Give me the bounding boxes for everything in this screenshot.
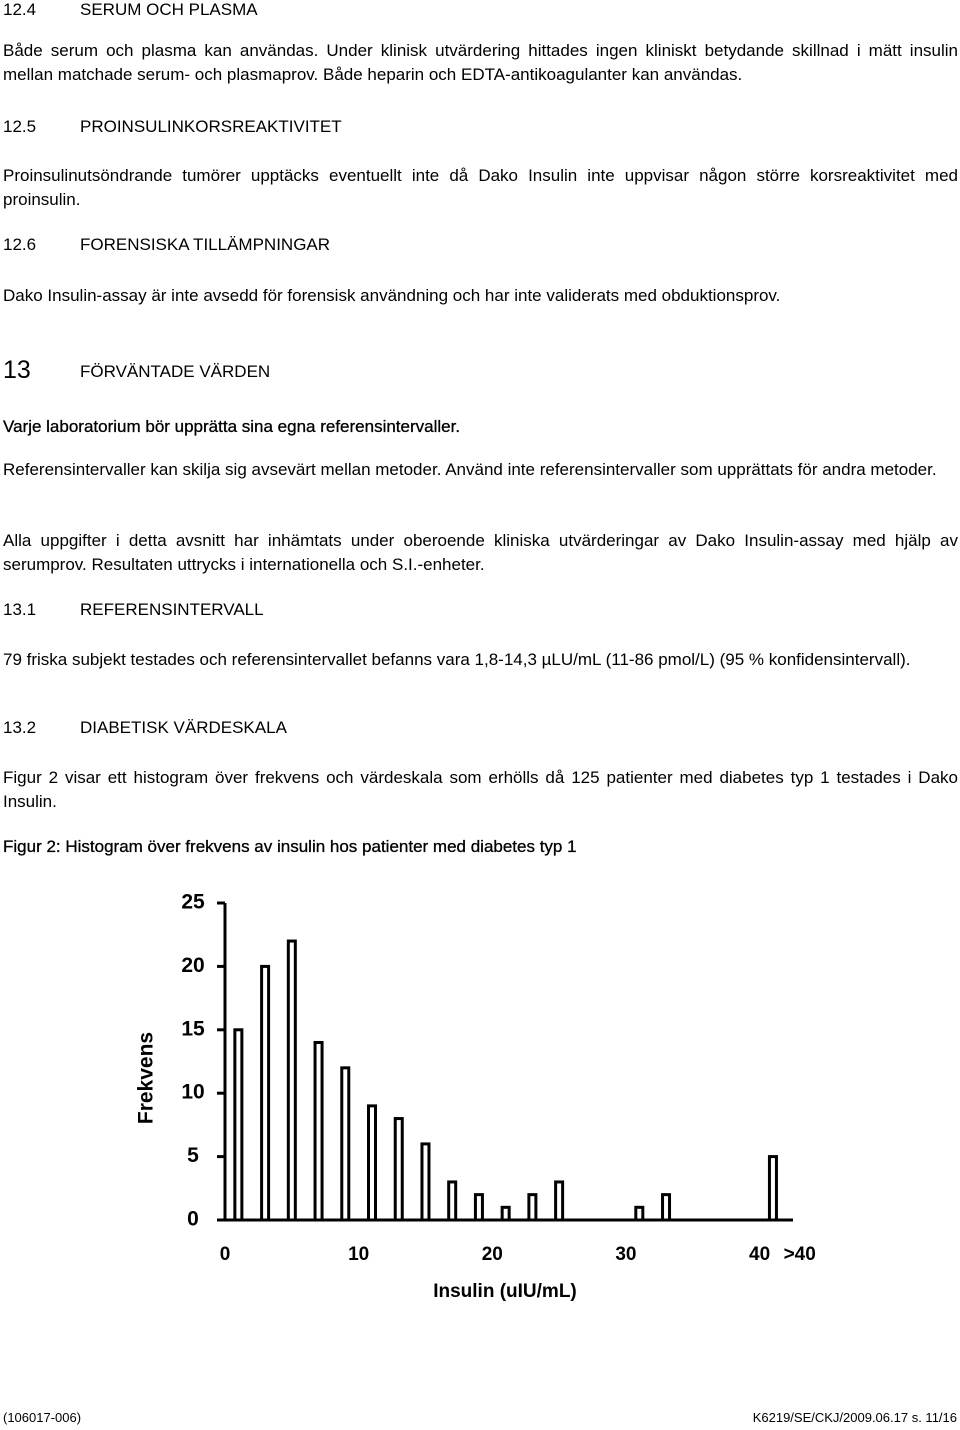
bar (767, 1155, 778, 1222)
bar (661, 1193, 672, 1222)
bar (473, 1193, 484, 1222)
footer-left: (106017-006) (3, 1410, 82, 1425)
y-tick-label: 15 (181, 1017, 205, 1040)
paragraph: Figur 2 visar ett histogram över frekven… (3, 768, 958, 811)
section-number: 13.2 (3, 718, 37, 737)
bar (367, 1104, 378, 1222)
section-title: FORENSISKA TILLÄMPNINGAR (80, 235, 331, 254)
paragraph: Proinsulinutsöndrande tumörer upptäcks e… (3, 166, 958, 209)
y-axis-title: Frekvens (135, 1032, 158, 1124)
section-title: DIABETISK VÄRDESKALA (80, 718, 287, 737)
bar (340, 1066, 351, 1222)
bar (554, 1180, 565, 1222)
x-tick-label: 10 (348, 1244, 369, 1265)
paragraph: Referensintervaller kan skilja sig avsev… (3, 460, 937, 479)
chart: Frekvens Insulin (uIU/mL) 0 5 10 15 20 25 0 10 2… (135, 891, 816, 1302)
section-title: SERUM OCH PLASMA (80, 0, 258, 19)
y-tick-label: 0 (187, 1208, 199, 1231)
x-tick-label: >40 (784, 1244, 816, 1265)
x-tick-label: 40 (749, 1244, 770, 1265)
bar (233, 1028, 244, 1222)
x-tick-label: 0 (220, 1244, 231, 1265)
bar (260, 964, 271, 1222)
section-number: 13.1 (3, 600, 37, 619)
bar (634, 1205, 645, 1222)
bar (286, 939, 297, 1222)
bar (500, 1205, 511, 1222)
section-number: 12.5 (3, 117, 37, 136)
y-tick-label: 25 (181, 891, 205, 914)
y-tick-label: 20 (181, 954, 204, 977)
bar (393, 1117, 404, 1222)
x-tick-label: 20 (482, 1244, 503, 1265)
y-tick-label: 5 (187, 1144, 199, 1167)
section-title: PROINSULINKORSREAKTIVITET (80, 117, 342, 136)
section-number: 12.4 (3, 0, 37, 19)
bar (527, 1193, 538, 1222)
section-number: 12.6 (3, 235, 37, 254)
footer-right: K6219/SE/CKJ/2009.06.17 s. 11/16 (752, 1410, 957, 1425)
paragraph: Både serum och plasma kan användas. Unde… (3, 41, 958, 84)
bar (420, 1142, 431, 1222)
x-tick-label: 30 (615, 1244, 636, 1265)
bar (447, 1180, 458, 1222)
section-title: REFERENSINTERVALL (80, 600, 264, 619)
paragraph: Dako Insulin-assay är inte avsedd för fo… (3, 286, 781, 305)
paragraph: 79 friska subjekt testades och referensi… (3, 650, 911, 669)
section-title: FÖRVÄNTADE VÄRDEN (80, 362, 271, 381)
figure-caption: Figur 2: Histogram över frekvens av insu… (3, 837, 577, 856)
x-axis-title: Insulin (uIU/mL) (433, 1281, 577, 1302)
bar (313, 1040, 324, 1222)
y-tick-label: 10 (181, 1081, 204, 1104)
section-number: 13 (3, 356, 31, 384)
paragraph: Alla uppgifter i detta avsnitt har inhäm… (3, 531, 958, 574)
paragraph: Varje laboratorium bör upprätta sina egn… (3, 417, 461, 436)
